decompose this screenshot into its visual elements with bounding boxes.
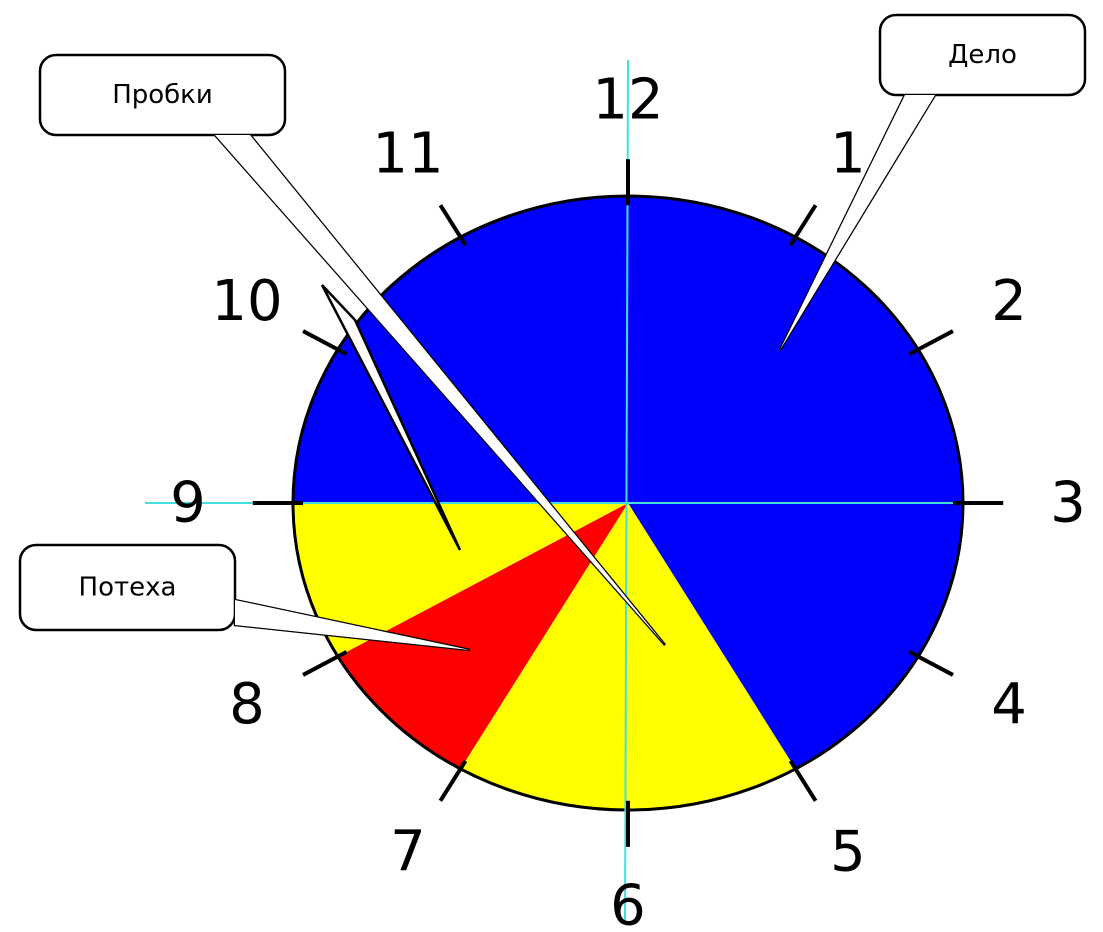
callout-tail-join: [215, 135, 665, 645]
hour-label: 9: [170, 471, 206, 536]
callout-box: [878, 13, 1087, 97]
callout-tail-join: [235, 600, 470, 650]
sector: [293, 195, 963, 769]
sector: [337, 503, 628, 769]
hour-label: 3: [1050, 471, 1086, 536]
hour-label: 11: [372, 121, 443, 186]
tick: [788, 759, 818, 802]
callouts: Дело Пробки Потеха: [18, 13, 1087, 652]
callout-box: [38, 53, 287, 137]
tick: [908, 329, 954, 356]
callout-box: [18, 543, 237, 632]
callout-label: Дело: [948, 40, 1017, 70]
callout-tail: [320, 284, 462, 551]
hour-label: 4: [991, 672, 1027, 737]
sector: [293, 503, 628, 657]
hour-label: 2: [991, 269, 1027, 334]
hour-label: 6: [610, 874, 646, 932]
tick: [438, 759, 468, 802]
hour-label: 1: [830, 121, 866, 186]
hour-label: 8: [229, 672, 265, 737]
hour-label: 10: [211, 269, 282, 334]
tick: [788, 204, 818, 247]
tick: [302, 650, 348, 677]
sectors: [293, 195, 963, 810]
tick: [302, 329, 348, 356]
ticks: [252, 159, 1004, 847]
sector: [460, 503, 796, 810]
tick: [908, 650, 954, 677]
callout-label: Потеха: [79, 573, 177, 603]
hour-label: 5: [830, 820, 866, 885]
callout-tail-join: [780, 95, 935, 350]
tick: [438, 204, 468, 247]
callout-label: Пробки: [112, 80, 213, 110]
hour-label: 12: [592, 68, 663, 133]
hour-label: 7: [390, 820, 426, 885]
